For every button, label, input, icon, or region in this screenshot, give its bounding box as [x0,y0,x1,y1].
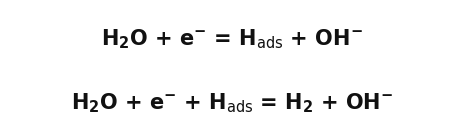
Text: H$_{2}$O + e$^{-}$ + H$_{\mathrm{ads}}$ = H$_{2}$ + OH$^{-}$: H$_{2}$O + e$^{-}$ + H$_{\mathrm{ads}}$ … [71,91,392,115]
Text: H$_{2}$O + e$^{-}$ = H$_{\mathrm{ads}}$ + OH$^{-}$: H$_{2}$O + e$^{-}$ = H$_{\mathrm{ads}}$ … [101,27,362,51]
